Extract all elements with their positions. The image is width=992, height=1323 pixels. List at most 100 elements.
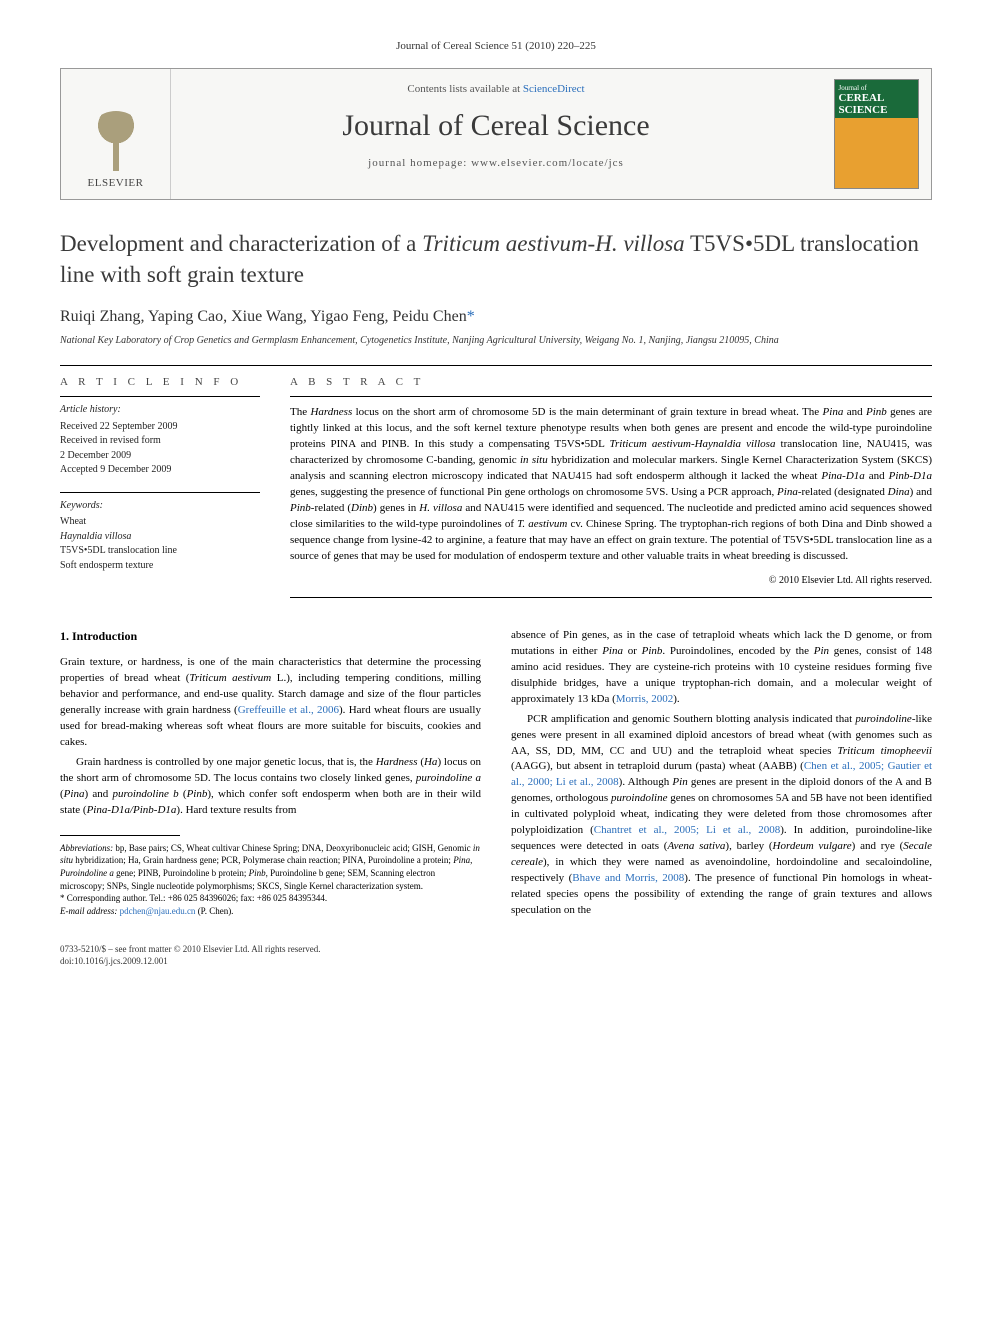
citation-link[interactable]: Greffeuille et al., 2006 bbox=[238, 704, 339, 716]
title-italic-1: Triticum aestivum-H. villosa bbox=[422, 231, 685, 256]
ital: Avena sativa bbox=[667, 840, 725, 852]
abs-t: ) and bbox=[910, 486, 932, 498]
sciencedirect-link[interactable]: ScienceDirect bbox=[523, 83, 585, 95]
abs-i: in situ bbox=[520, 454, 548, 466]
ital: Pin bbox=[814, 645, 829, 657]
citation-link[interactable]: Bhave and Morris, 2008 bbox=[572, 872, 684, 884]
keyword-1: Wheat bbox=[60, 515, 260, 530]
corresponding-marker: * bbox=[467, 308, 475, 325]
homepage-url[interactable]: www.elsevier.com/locate/jcs bbox=[471, 157, 624, 169]
abs-t: locus on the short arm of chromosome 5D … bbox=[352, 406, 822, 418]
ital: Hordeum vulgare bbox=[773, 840, 852, 852]
abstract-column: A B S T R A C T The Hardness locus on th… bbox=[290, 376, 932, 598]
footnotes-block: Abbreviations: bp, Base pairs; CS, Wheat… bbox=[60, 842, 481, 918]
abs-i: H. villosa bbox=[419, 502, 462, 514]
txt: . Puroindolines, encoded by the bbox=[662, 645, 813, 657]
abs-t: and bbox=[865, 470, 889, 482]
txt: gene; PINB, Puroindoline b protein; bbox=[114, 868, 249, 878]
abstract-head: A B S T R A C T bbox=[290, 376, 932, 388]
email-note: E-mail address: pdchen@njau.edu.cn (P. C… bbox=[60, 905, 481, 918]
history-received: Received 22 September 2009 bbox=[60, 420, 260, 435]
doi-line: doi:10.1016/j.jcs.2009.12.001 bbox=[60, 955, 932, 968]
para-1: Grain texture, or hardness, is one of th… bbox=[60, 655, 481, 751]
section-1-head: 1. Introduction bbox=[60, 628, 481, 645]
elsevier-tree-icon bbox=[86, 111, 146, 171]
abs-t: genes, suggesting the presence of functi… bbox=[290, 486, 777, 498]
txt: (P. Chen). bbox=[195, 906, 233, 916]
abbr-label: Abbreviations: bbox=[60, 843, 113, 853]
email-label: E-mail address: bbox=[60, 906, 117, 916]
ital: Triticum timopheevii bbox=[837, 745, 932, 757]
ital: Ha bbox=[424, 756, 437, 768]
history-accepted: Accepted 9 December 2009 bbox=[60, 463, 260, 478]
abs-t: ) genes in bbox=[373, 502, 419, 514]
ital: Pinb bbox=[187, 788, 208, 800]
history-label: Article history: bbox=[60, 403, 260, 418]
history-revised-2: 2 December 2009 bbox=[60, 449, 260, 464]
abs-i: Dinb bbox=[351, 502, 373, 514]
keyword-4: Soft endosperm texture bbox=[60, 559, 260, 574]
citation-link[interactable]: Chantret et al., 2005; Li et al., 2008 bbox=[594, 824, 780, 836]
abstract-body: The Hardness locus on the short arm of c… bbox=[290, 396, 932, 598]
keyword-2: Haynaldia villosa bbox=[60, 530, 260, 545]
abs-i: Pinb-D1a bbox=[889, 470, 932, 482]
txt: Grain hardness is controlled by one majo… bbox=[76, 756, 376, 768]
abs-i: Pinb bbox=[290, 502, 311, 514]
journal-cover-thumb: Journal of CEREAL SCIENCE bbox=[834, 79, 919, 189]
email-link[interactable]: pdchen@njau.edu.cn bbox=[120, 906, 196, 916]
author-list: Ruiqi Zhang, Yaping Cao, Xiue Wang, Yiga… bbox=[60, 308, 932, 326]
ital: Pinb bbox=[249, 868, 266, 878]
txt: or bbox=[623, 645, 642, 657]
article-title: Development and characterization of a Tr… bbox=[60, 228, 932, 290]
txt: bp, Base pairs; CS, Wheat cultivar Chine… bbox=[113, 843, 473, 853]
authors-plain: Ruiqi Zhang, Yaping Cao, Xiue Wang, Yiga… bbox=[60, 308, 467, 325]
cover-top-text: Journal of bbox=[839, 84, 914, 92]
keywords-label: Keywords: bbox=[60, 499, 260, 514]
abs-i: Pina bbox=[823, 406, 844, 418]
ital: puroindoline bbox=[855, 713, 911, 725]
cover-thumb-wrap: Journal of CEREAL SCIENCE bbox=[821, 69, 931, 199]
article-info-column: A R T I C L E I N F O Article history: R… bbox=[60, 376, 260, 598]
abs-i: Pina bbox=[777, 486, 798, 498]
homepage-line: journal homepage: www.elsevier.com/locat… bbox=[181, 157, 811, 169]
abs-i: Pinb bbox=[866, 406, 887, 418]
ital: Pinb bbox=[642, 645, 663, 657]
contents-line: Contents lists available at ScienceDirec… bbox=[181, 83, 811, 95]
ital: Pin bbox=[672, 776, 687, 788]
journal-masthead: ELSEVIER Contents lists available at Sci… bbox=[60, 68, 932, 200]
txt: ). Although bbox=[619, 776, 673, 788]
txt: ), barley ( bbox=[725, 840, 772, 852]
body-col-left: 1. Introduction Grain texture, or hardne… bbox=[60, 628, 481, 923]
history-revised-1: Received in revised form bbox=[60, 434, 260, 449]
footnote-rule bbox=[60, 835, 180, 836]
ital: Hardness bbox=[376, 756, 418, 768]
bottom-meta: 0733-5210/$ – see front matter © 2010 El… bbox=[60, 943, 932, 968]
citation-link[interactable]: Morris, 2002 bbox=[616, 693, 673, 705]
abbreviations-note: Abbreviations: bp, Base pairs; CS, Wheat… bbox=[60, 842, 481, 892]
homepage-prefix: journal homepage: bbox=[368, 157, 471, 169]
ital: Pina-D1a/Pinb-D1a bbox=[87, 804, 177, 816]
abs-i: T. aestivum bbox=[517, 518, 567, 530]
ital: Pina bbox=[64, 788, 85, 800]
txt: ). bbox=[673, 693, 679, 705]
publisher-label: ELSEVIER bbox=[88, 177, 144, 189]
ital: Pina bbox=[602, 645, 623, 657]
front-matter-line: 0733-5210/$ – see front matter © 2010 El… bbox=[60, 943, 932, 956]
publisher-block: ELSEVIER bbox=[61, 69, 171, 199]
ital: Triticum aestivum bbox=[189, 672, 271, 684]
article-info-head: A R T I C L E I N F O bbox=[60, 376, 260, 388]
info-abstract-row: A R T I C L E I N F O Article history: R… bbox=[60, 376, 932, 598]
cover-title-text: CEREAL SCIENCE bbox=[839, 92, 914, 116]
divider-rule bbox=[60, 365, 932, 366]
masthead-center: Contents lists available at ScienceDirec… bbox=[171, 69, 821, 199]
corresponding-note: * Corresponding author. Tel.: +86 025 84… bbox=[60, 892, 481, 905]
abs-t: -related (designated bbox=[798, 486, 888, 498]
running-head: Journal of Cereal Science 51 (2010) 220–… bbox=[60, 40, 932, 52]
abs-t: and bbox=[843, 406, 866, 418]
contents-prefix: Contents lists available at bbox=[407, 83, 522, 95]
body-two-column: 1. Introduction Grain texture, or hardne… bbox=[60, 628, 932, 923]
ital: puroindoline bbox=[611, 792, 667, 804]
para-3: absence of Pin genes, as in the case of … bbox=[511, 628, 932, 708]
abs-t: The bbox=[290, 406, 310, 418]
affiliation: National Key Laboratory of Crop Genetics… bbox=[60, 334, 932, 347]
